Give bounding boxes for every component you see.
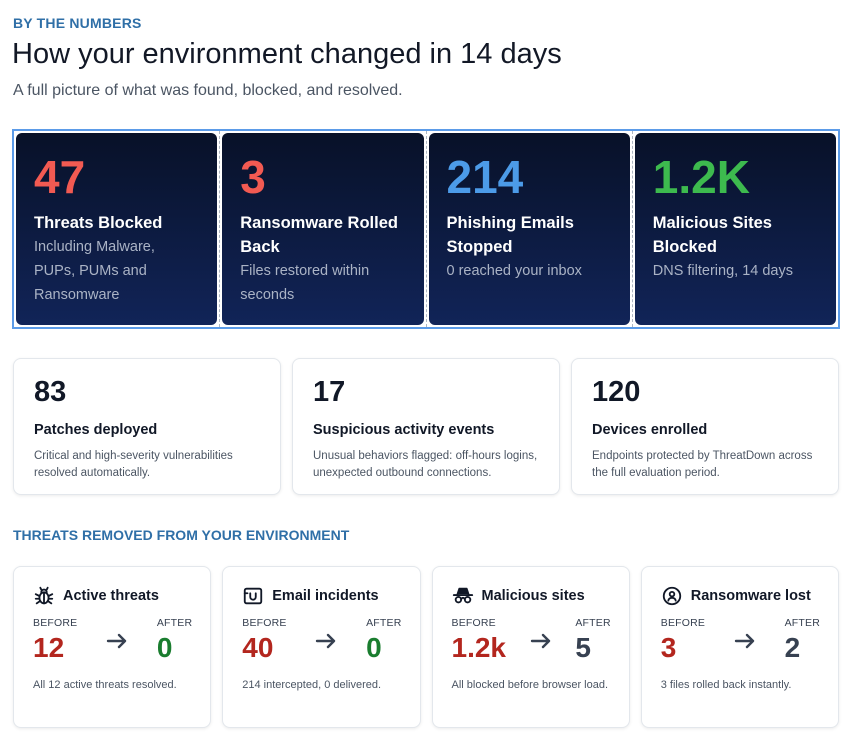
- threat-card-desc: All 12 active threats resolved.: [33, 679, 177, 691]
- stat-value: 83: [34, 376, 67, 408]
- stat-value: 120: [592, 376, 641, 408]
- stat-card-malicious-sites-blocked: 1.2K Malicious Sites Blocked DNS filteri…: [634, 133, 836, 325]
- stat-card-phishing-emails-stopped: 214 Phishing Emails Stopped 0 reached yo…: [428, 133, 630, 325]
- after-label: AFTER: [156, 617, 193, 629]
- stat-value: 17: [313, 376, 346, 408]
- big-stats-row: 47 Threats Blocked Including Malware, PU…: [12, 129, 840, 329]
- threat-card-title: Active threats: [63, 588, 159, 604]
- stat-label: Malicious Sites Blocked: [652, 214, 772, 256]
- threat-card-desc: 3 files rolled back instantly.: [660, 679, 792, 691]
- threat-card-title: Malicious sites: [481, 588, 585, 604]
- after-value: 0: [366, 632, 382, 663]
- arrow-right-icon: [734, 633, 756, 649]
- threat-card-active-threats: Active threats BEFORE 12 AFTER 0 All 12 …: [13, 566, 212, 728]
- after-label: AFTER: [366, 617, 402, 629]
- stat-desc: Unusual behaviors flagged: off-hours log…: [313, 450, 538, 479]
- inbox-icon: [242, 585, 264, 607]
- stat-card-patches-deployed: 83 Patches deployed Critical and high-se…: [13, 358, 281, 495]
- stat-value: 1.2K: [652, 151, 750, 203]
- stat-value: 3: [240, 151, 266, 203]
- page-subtitle: A full picture of what was found, blocke…: [13, 82, 403, 99]
- stat-desc: 0 reached your inbox: [446, 263, 582, 279]
- before-value: 12: [33, 632, 65, 663]
- stat-desc: Endpoints protected by ThreatDown across…: [592, 450, 813, 479]
- after-value: 2: [784, 632, 801, 663]
- threat-card-title: Ransomware lost: [690, 588, 811, 604]
- before-label: BEFORE: [242, 617, 287, 629]
- threat-card-title: Email incidents: [272, 588, 379, 604]
- stat-card-suspicious-activity: 17 Suspicious activity events Unusual be…: [292, 358, 560, 495]
- stat-desc: Including Malware, PUPs, PUMs and Ransom…: [34, 239, 155, 303]
- stat-label: Phishing Emails Stopped: [446, 214, 574, 256]
- threat-card-email-incidents: Email incidents BEFORE 40 AFTER 0 214 in…: [222, 566, 421, 728]
- after-label: AFTER: [784, 617, 820, 629]
- lock-badge-icon: [661, 585, 683, 607]
- stat-label: Suspicious activity events: [313, 422, 495, 438]
- secondary-stats-row: 83 Patches deployed Critical and high-se…: [13, 358, 839, 495]
- stat-label: Ransomware Rolled Back: [240, 214, 398, 256]
- before-value: 3: [660, 632, 677, 663]
- stat-label: Threats Blocked: [34, 214, 163, 232]
- before-label: BEFORE: [451, 617, 496, 629]
- before-value: 40: [242, 632, 274, 663]
- stat-value: 214: [446, 151, 524, 203]
- after-label: AFTER: [575, 617, 611, 629]
- before-label: BEFORE: [660, 617, 706, 629]
- stat-card-devices-enrolled: 120 Devices enrolled Endpoints protected…: [571, 358, 839, 495]
- arrow-right-icon: [106, 633, 128, 649]
- threat-card-ransomware-lost: Ransomware lost BEFORE 3 AFTER 2 3 files…: [640, 566, 839, 728]
- stat-value: 47: [34, 151, 86, 203]
- threat-card-desc: 214 intercepted, 0 delivered.: [242, 679, 382, 691]
- bug-icon: [33, 585, 55, 607]
- arrow-right-icon: [530, 633, 552, 649]
- stat-card-threats-blocked: 47 Threats Blocked Including Malware, PU…: [16, 133, 218, 325]
- before-value: 1.2k: [451, 632, 507, 663]
- after-value: 5: [575, 632, 591, 663]
- incognito-icon: [452, 585, 474, 607]
- section-title: THREATS REMOVED FROM YOUR ENVIRONMENT: [13, 527, 350, 543]
- threats-removed-row: Active threats BEFORE 12 AFTER 0 All 12 …: [13, 566, 839, 728]
- threat-card-desc: All blocked before browser load.: [451, 679, 609, 691]
- eyebrow: BY THE NUMBERS: [13, 15, 142, 31]
- stat-desc: Critical and high-severity vulnerabiliti…: [34, 450, 233, 479]
- stat-desc: DNS filtering, 14 days: [652, 263, 793, 279]
- stat-card-ransomware-rolled-back: 3 Ransomware Rolled Back Files restored …: [222, 133, 424, 325]
- arrow-right-icon: [315, 633, 337, 649]
- before-label: BEFORE: [33, 617, 78, 629]
- stat-label: Patches deployed: [34, 422, 158, 438]
- after-value: 0: [156, 632, 173, 663]
- page-title: How your environment changed in 14 days: [12, 38, 562, 70]
- stat-desc: Files restored within seconds: [240, 263, 370, 303]
- threat-card-malicious-sites: Malicious sites BEFORE 1.2k AFTER 5 All …: [431, 566, 630, 728]
- stat-label: Devices enrolled: [592, 422, 708, 438]
